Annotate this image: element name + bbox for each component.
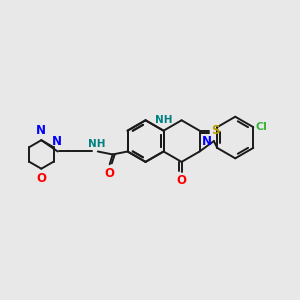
Text: Cl: Cl bbox=[256, 122, 268, 131]
Text: O: O bbox=[105, 167, 115, 180]
Text: NH: NH bbox=[88, 139, 105, 148]
Text: N: N bbox=[36, 124, 46, 137]
Text: O: O bbox=[36, 172, 46, 185]
Text: NH: NH bbox=[154, 115, 172, 125]
Text: N: N bbox=[202, 135, 212, 148]
Text: S: S bbox=[212, 124, 220, 137]
Text: O: O bbox=[177, 174, 187, 187]
Text: N: N bbox=[52, 135, 62, 148]
